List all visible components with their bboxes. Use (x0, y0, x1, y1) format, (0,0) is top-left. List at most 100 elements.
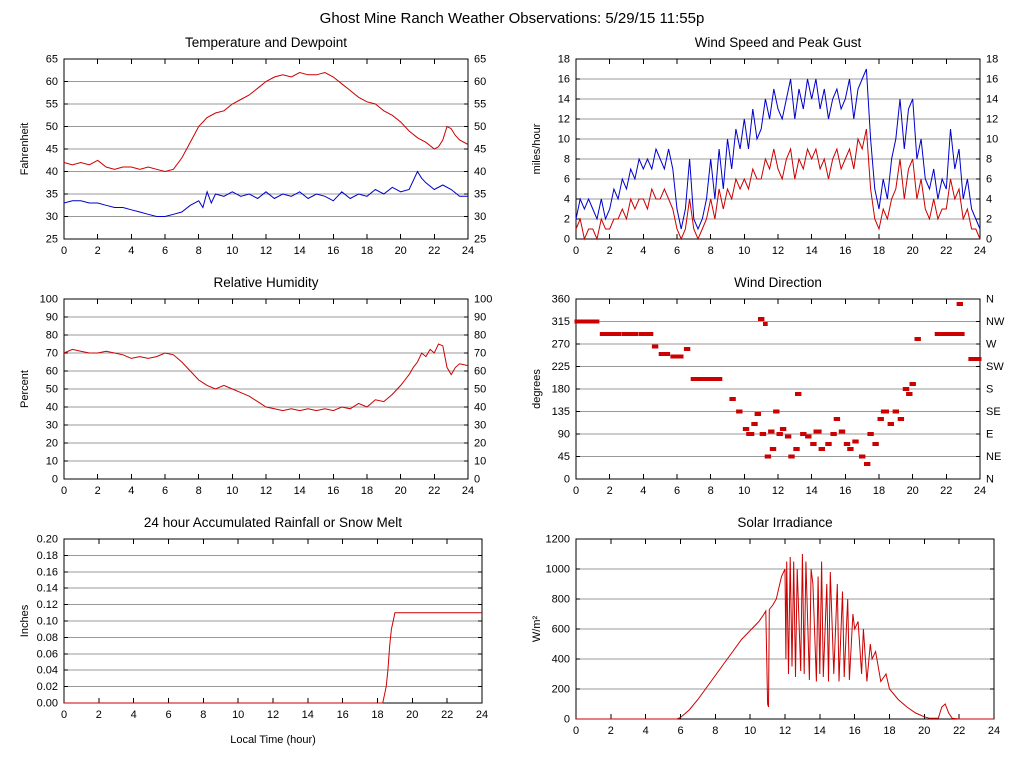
svg-text:2: 2 (986, 214, 992, 226)
svg-text:0: 0 (573, 245, 579, 257)
svg-text:65: 65 (46, 54, 58, 66)
svg-text:8: 8 (200, 709, 206, 721)
svg-text:14: 14 (814, 725, 826, 737)
page-title: Ghost Mine Ranch Weather Observations: 5… (319, 10, 705, 27)
svg-text:80: 80 (46, 330, 58, 342)
svg-text:8: 8 (708, 245, 714, 257)
svg-text:20: 20 (918, 725, 930, 737)
svg-text:45: 45 (46, 144, 58, 156)
svg-text:14: 14 (294, 485, 306, 497)
svg-text:800: 800 (552, 594, 570, 606)
svg-text:Local Time (hour): Local Time (hour) (230, 734, 316, 746)
svg-text:60: 60 (46, 76, 58, 88)
svg-text:20: 20 (395, 245, 407, 257)
svg-text:40: 40 (46, 166, 58, 178)
svg-text:24: 24 (462, 485, 474, 497)
svg-text:6: 6 (564, 174, 570, 186)
svg-text:25: 25 (474, 234, 486, 246)
svg-text:SE: SE (986, 406, 1001, 418)
svg-text:4: 4 (131, 709, 137, 721)
svg-text:N: N (986, 474, 994, 486)
svg-text:40: 40 (46, 402, 58, 414)
svg-text:2: 2 (607, 485, 613, 497)
svg-text:0: 0 (573, 485, 579, 497)
svg-text:0: 0 (564, 474, 570, 486)
svg-text:90: 90 (474, 312, 486, 324)
svg-text:0.04: 0.04 (37, 665, 58, 677)
svg-text:18: 18 (986, 54, 998, 66)
svg-text:6: 6 (162, 485, 168, 497)
svg-text:6: 6 (162, 245, 168, 257)
svg-text:24: 24 (988, 725, 1000, 737)
svg-text:22: 22 (940, 245, 952, 257)
svg-text:50: 50 (474, 121, 486, 133)
svg-text:S: S (986, 384, 993, 396)
svg-text:50: 50 (46, 384, 58, 396)
svg-text:22: 22 (428, 485, 440, 497)
svg-text:225: 225 (552, 361, 570, 373)
svg-text:20: 20 (46, 438, 58, 450)
svg-text:0: 0 (474, 474, 480, 486)
svg-text:0: 0 (986, 234, 992, 246)
svg-text:0.14: 0.14 (37, 583, 58, 595)
svg-text:4: 4 (128, 245, 134, 257)
svg-text:6: 6 (677, 725, 683, 737)
svg-text:50: 50 (474, 384, 486, 396)
svg-text:0: 0 (573, 725, 579, 737)
svg-text:10: 10 (474, 456, 486, 468)
svg-text:0.00: 0.00 (37, 698, 58, 710)
svg-text:12: 12 (779, 725, 791, 737)
svg-text:14: 14 (558, 94, 570, 106)
svg-text:80: 80 (474, 330, 486, 342)
svg-text:25: 25 (46, 234, 58, 246)
svg-text:0.10: 0.10 (37, 616, 58, 628)
svg-text:SW: SW (986, 361, 1004, 373)
svg-text:W: W (986, 339, 997, 351)
chart-rainfall: 24 hour Accumulated Rainfall or Snow Mel… (0, 511, 512, 751)
svg-text:16: 16 (327, 245, 339, 257)
svg-text:60: 60 (46, 366, 58, 378)
svg-text:24: 24 (974, 245, 986, 257)
svg-text:35: 35 (46, 189, 58, 201)
svg-text:N: N (986, 294, 994, 306)
svg-text:10: 10 (738, 245, 750, 257)
svg-text:16: 16 (839, 485, 851, 497)
svg-text:18: 18 (361, 485, 373, 497)
svg-text:60: 60 (474, 366, 486, 378)
svg-text:16: 16 (337, 709, 349, 721)
svg-text:10: 10 (226, 245, 238, 257)
svg-text:10: 10 (986, 134, 998, 146)
svg-text:16: 16 (327, 485, 339, 497)
svg-text:30: 30 (46, 211, 58, 223)
chart-relative-humidity: Relative Humidity 0 0 10 10 20 20 30 30 40 40 50 50 6… (0, 271, 512, 511)
svg-text:24: 24 (974, 485, 986, 497)
charts-grid: Temperature and Dewpoint 25 25 30 30 35 35 40 40… (0, 31, 1024, 751)
svg-text:20: 20 (907, 485, 919, 497)
svg-text:18: 18 (371, 709, 383, 721)
svg-text:40: 40 (474, 402, 486, 414)
svg-text:60: 60 (474, 76, 486, 88)
svg-text:8: 8 (564, 154, 570, 166)
svg-text:10: 10 (558, 134, 570, 146)
svg-text:14: 14 (806, 485, 818, 497)
svg-text:0.02: 0.02 (37, 681, 58, 693)
svg-text:16: 16 (849, 725, 861, 737)
svg-text:50: 50 (46, 121, 58, 133)
svg-text:100: 100 (40, 294, 58, 306)
svg-text:14: 14 (302, 709, 314, 721)
svg-text:NW: NW (986, 316, 1005, 328)
svg-text:20: 20 (406, 709, 418, 721)
svg-text:12: 12 (260, 485, 272, 497)
svg-text:45: 45 (558, 451, 570, 463)
svg-text:24: 24 (476, 709, 488, 721)
svg-text:30: 30 (46, 420, 58, 432)
svg-text:45: 45 (474, 144, 486, 156)
svg-text:55: 55 (474, 99, 486, 111)
svg-text:0.20: 0.20 (37, 534, 58, 546)
svg-text:24 hour Accumulated Rainfall o: 24 hour Accumulated Rainfall or Snow Mel… (144, 515, 402, 530)
svg-text:24: 24 (462, 245, 474, 257)
svg-text:0: 0 (564, 234, 570, 246)
